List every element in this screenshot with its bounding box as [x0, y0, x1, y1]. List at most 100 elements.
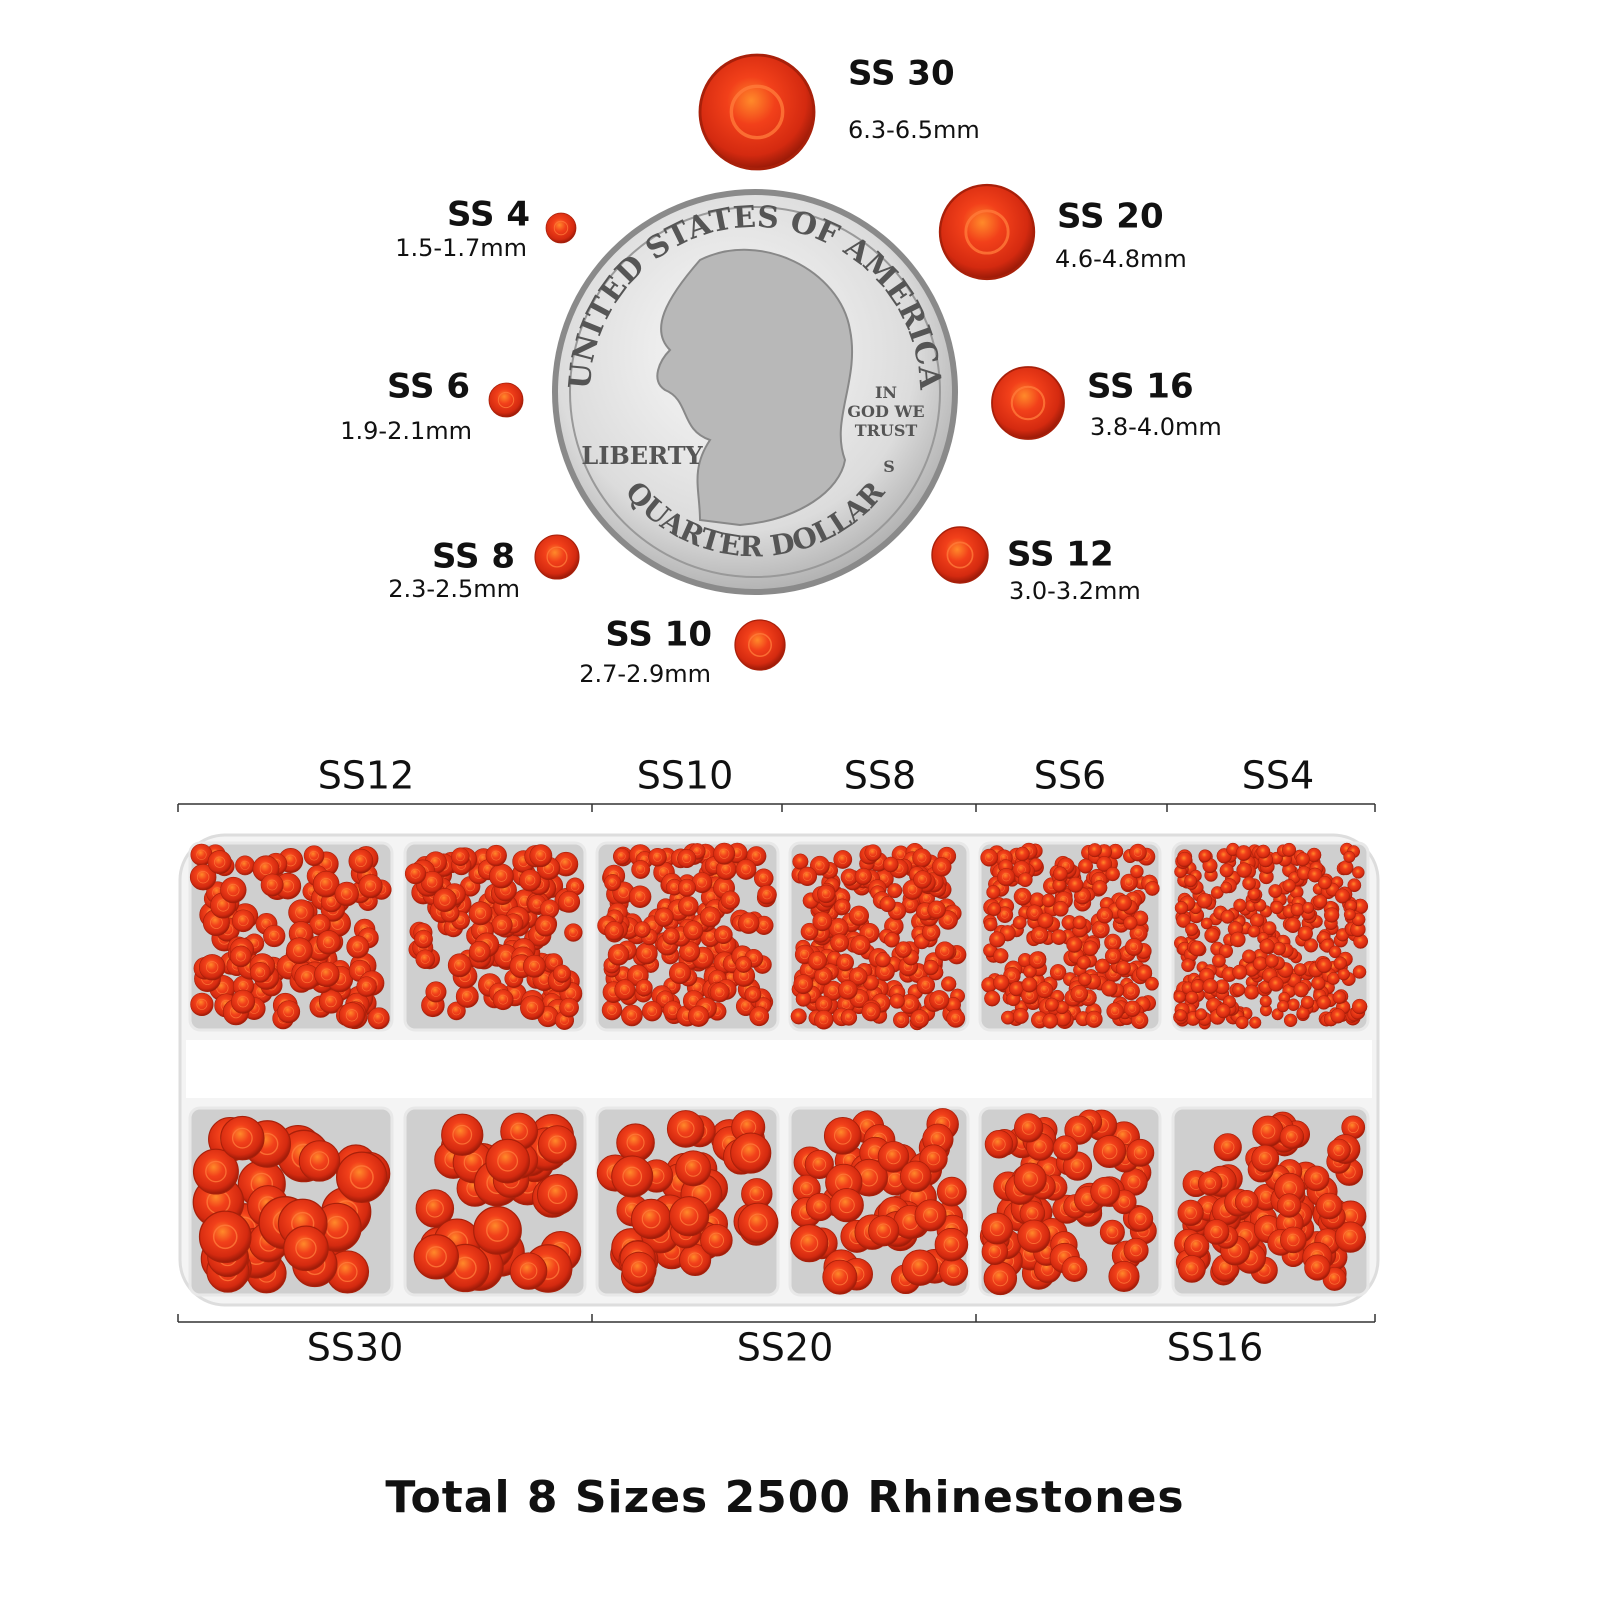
rhinestone-table — [235, 951, 246, 962]
rhinestone — [1078, 858, 1094, 874]
rhinestone — [1194, 1008, 1208, 1021]
rhinestone — [1198, 1171, 1223, 1196]
rhinestone — [537, 1125, 577, 1164]
rhinestone-table — [833, 1126, 852, 1145]
rhinestone — [1173, 990, 1186, 1004]
rhinestone-table — [1040, 985, 1049, 994]
rhinestone-table — [425, 1199, 444, 1218]
rhinestone-table — [301, 971, 314, 984]
rhinestone-table — [923, 1207, 939, 1223]
rhinestone-table — [682, 854, 692, 863]
rhinestone-table — [876, 1223, 891, 1239]
rhinestone — [468, 901, 493, 926]
rhinestone — [797, 866, 818, 887]
rhinestone-table — [908, 1169, 924, 1184]
size-label: SS 20 — [1057, 197, 1164, 237]
rhinestone-table — [937, 862, 947, 872]
rhinestone-table — [309, 850, 319, 861]
rhinestone — [1000, 1010, 1015, 1025]
tray-bottom-label: SS16 — [1167, 1326, 1264, 1370]
rhinestone-table — [841, 1000, 851, 1009]
rhinestone — [1021, 976, 1038, 993]
rhinestone-table — [1021, 1121, 1036, 1135]
rhinestone — [792, 853, 809, 870]
rhinestone-table — [813, 1200, 827, 1214]
rhinestone-table — [1101, 1143, 1118, 1160]
rhinestone — [621, 1251, 657, 1287]
rhinestone-table — [819, 1015, 829, 1025]
rhinestone-table — [831, 1268, 849, 1286]
rhinestone-table — [345, 1009, 359, 1022]
rhinestone-table — [1072, 1123, 1086, 1137]
rhinestone-table — [1210, 1225, 1223, 1238]
rhinestone — [286, 937, 313, 965]
rhinestone — [675, 1150, 712, 1187]
rhinestone — [662, 927, 680, 945]
rhinestone — [1272, 941, 1286, 956]
rhinestone — [912, 848, 932, 868]
rhinestone-table — [325, 995, 337, 1008]
rhinestone — [489, 863, 514, 889]
rhinestone-table — [546, 546, 568, 568]
rhinestone-table — [864, 928, 875, 938]
rhinestone — [1185, 991, 1199, 1005]
rhinestone — [793, 974, 814, 995]
rhinestone-table — [719, 848, 730, 859]
rhinestone-table — [1111, 1007, 1120, 1016]
rhinestone — [709, 982, 730, 1003]
rhinestone — [1343, 850, 1356, 863]
rhinestone — [1236, 862, 1252, 878]
rhinestone-table — [456, 916, 465, 925]
rhinestone — [1259, 938, 1275, 954]
rhinestone-table — [196, 849, 207, 860]
rhinestone-table — [899, 945, 908, 954]
rhinestone-table — [1010, 385, 1046, 421]
bottom-bracket — [177, 1314, 1376, 1323]
rhinestone-table — [705, 912, 716, 922]
quarter-coin: UNITED STATES OF AMERICA QUARTER DOLLAR … — [552, 189, 958, 595]
rhinestone-table — [622, 1166, 643, 1187]
rhinestone-table — [532, 899, 542, 909]
rhinestone — [1242, 876, 1256, 891]
rhinestone — [1352, 965, 1367, 979]
rhinestone — [432, 888, 457, 913]
rhinestone — [1259, 995, 1272, 1008]
rhinestone-table — [815, 861, 825, 871]
rhinestone-table — [743, 918, 754, 929]
rhinestone — [790, 1008, 807, 1025]
rhinestone — [854, 867, 872, 886]
rhinestone — [312, 870, 340, 898]
rhinestone-table — [729, 84, 785, 140]
rhinestone — [1215, 1003, 1231, 1019]
rhinestone — [889, 993, 905, 1009]
rhinestone — [611, 1155, 654, 1198]
rhinestone-table — [341, 888, 353, 900]
rhinestone — [1282, 842, 1297, 857]
rhinestone — [1287, 998, 1300, 1012]
rhinestone-table — [364, 880, 377, 892]
rhinestone — [1096, 856, 1113, 872]
rhinestone-table — [845, 1013, 853, 1022]
rhinestone — [509, 1252, 548, 1290]
rhinestone — [939, 1256, 969, 1286]
rhinestone — [1085, 1010, 1103, 1028]
rhinestone-table — [926, 927, 936, 937]
rhinestone — [931, 857, 952, 877]
rhinestone-table — [322, 936, 335, 949]
rhinestone — [1123, 915, 1138, 930]
rhinestone — [983, 1261, 1018, 1296]
coin-edge — [569, 206, 941, 578]
rhinestone — [1078, 972, 1092, 987]
compartment — [1171, 1106, 1370, 1297]
tray-top-label: SS6 — [1034, 754, 1106, 798]
rhinestone-table — [1033, 955, 1042, 965]
footer-title: Total 8 Sizes 2500 Rhinestones — [385, 1472, 1184, 1523]
rhinestone — [1087, 843, 1102, 858]
size-label: SS 16 — [1087, 367, 1194, 407]
rhinestone-table — [608, 878, 617, 887]
rhinestone — [1013, 887, 1032, 906]
rhinestone-table — [295, 906, 308, 919]
rhinestone-table — [1001, 872, 1011, 882]
tray-top-label: SS4 — [1242, 754, 1314, 798]
rhinestone — [414, 929, 433, 949]
